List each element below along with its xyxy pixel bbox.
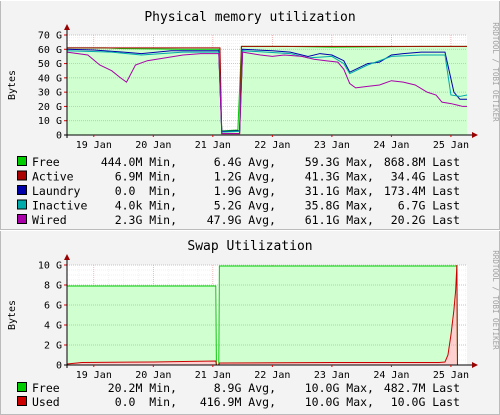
legend-min: 2.3G Min,	[115, 213, 177, 227]
legend-name-free: Free	[32, 155, 60, 169]
legend-avg: 6.4G Avg,	[214, 155, 276, 169]
legend-name-used: Used	[32, 395, 60, 409]
y-tick-label: 6 G	[44, 301, 62, 312]
series-line-free	[67, 45, 467, 132]
y-tick-label: 30 G	[38, 88, 62, 99]
x-tick-label: 25 Jan	[433, 140, 469, 151]
x-tick-label: 23 Jan	[314, 140, 350, 151]
legend-min: 6.9M Min,	[115, 170, 177, 184]
rrdtool-credit: RRDTOOL / TOBI OETIKER	[491, 22, 500, 122]
legend-avg: 8.9G Avg,	[214, 381, 276, 395]
legend-swatch-free	[17, 156, 27, 166]
y-tick-label: 50 G	[38, 59, 62, 70]
y-tick-label: 60 G	[38, 45, 62, 56]
y-tick-label: 20 G	[38, 102, 62, 113]
legend-max: 41.3G Max,	[305, 170, 374, 184]
x-tick-label: 23 Jan	[314, 370, 350, 381]
legend-last: 10.0G Last	[391, 395, 460, 409]
y-tick-label: 8 G	[44, 281, 62, 292]
legend-swatch-wired	[17, 214, 27, 224]
legend-avg: 1.2G Avg,	[214, 170, 276, 184]
series-area-free	[67, 46, 467, 135]
legend-last: 20.2G Last	[391, 213, 460, 227]
series-line-wired	[66, 51, 467, 135]
legend-min: 0.0 Min,	[115, 184, 177, 198]
x-tick-label: 20 Jan	[135, 140, 171, 151]
x-tick-label: 20 Jan	[135, 370, 171, 381]
legend-swatch-active	[17, 170, 27, 181]
x-tick-label: 22 Jan	[254, 140, 290, 151]
y-tick-label: 0	[56, 361, 62, 372]
y-tick-label: 0	[56, 131, 62, 142]
legend-max: 10.0G Max,	[305, 381, 374, 395]
y-tick-label: 4 G	[44, 321, 62, 332]
legend-max: 61.1G Max,	[305, 213, 374, 227]
y-axis-arrow	[64, 254, 70, 260]
x-tick-label: 22 Jan	[254, 370, 290, 381]
series-line-inactive	[66, 50, 468, 133]
memory-chart: Physical memory utilization RRDTOOL / TOB…	[0, 0, 500, 230]
legend-swatch-free	[17, 382, 27, 392]
legend-name-inactive: Inactive	[32, 199, 87, 213]
legend-last: 173.4M Last	[384, 184, 460, 198]
y-tick-label: 10 G	[38, 116, 62, 127]
legend-last: 482.7M Last	[384, 381, 460, 395]
legend-swatch-laundry	[17, 185, 27, 195]
legend-avg: 5.2G Avg,	[214, 199, 276, 213]
legend-swatch-inactive	[17, 199, 27, 210]
chart-title: Swap Utilization	[187, 239, 312, 254]
swap-chart-panel: Swap Utilization RRDTOOL / TOBI OETIKER 0 2…	[0, 230, 500, 415]
legend-min: 20.2M Min,	[108, 381, 177, 395]
x-tick-label: 19 Jan	[76, 140, 112, 151]
memory-chart-panel: Physical memory utilization RRDTOOL / TOB…	[0, 0, 500, 230]
x-tick-label: 24 Jan	[373, 140, 409, 151]
rrdtool-credit: RRDTOOL / TOBI OETIKER	[491, 250, 500, 350]
legend-min: 4.0k Min,	[115, 199, 177, 213]
chart-title: Physical memory utilization	[144, 10, 355, 25]
legend-avg: 1.9G Avg,	[214, 184, 276, 198]
legend-last: 6.7G Last	[398, 199, 460, 213]
legend-min: 0.0 Min,	[115, 395, 177, 409]
legend-avg: 47.9G Avg,	[207, 213, 276, 227]
x-tick-label: 24 Jan	[373, 370, 409, 381]
y-tick-label: 40 G	[38, 73, 62, 84]
series-line-used	[66, 264, 467, 366]
legend-name-laundry: Laundry	[32, 184, 81, 198]
x-tick-label: 21 Jan	[195, 370, 231, 381]
x-axis-arrow	[472, 132, 478, 138]
y-tick-label: 10 G	[38, 261, 62, 272]
series-area-free	[67, 266, 467, 365]
y-axis-label: Bytes	[7, 300, 18, 330]
legend-min: 444.0M Min,	[101, 155, 177, 169]
legend-name-free: Free	[32, 381, 60, 395]
legend-max: 10.0G Max,	[305, 395, 374, 409]
legend-max: 59.3G Max,	[305, 155, 374, 169]
legend-last: 34.4G Last	[391, 170, 460, 184]
legend-swatch-used	[17, 396, 27, 406]
legend-last: 868.8M Last	[384, 155, 460, 169]
legend-max: 35.8G Max,	[305, 199, 374, 213]
x-axis-arrow	[472, 362, 478, 368]
x-tick-label: 25 Jan	[433, 370, 469, 381]
y-axis-label: Bytes	[7, 70, 18, 100]
legend-name-active: Active	[32, 170, 74, 184]
y-axis-arrow	[64, 24, 70, 30]
y-tick-label: 70 G	[38, 31, 62, 42]
y-tick-label: 2 G	[44, 341, 62, 352]
series-line-laundry	[66, 48, 467, 132]
swap-chart: Swap Utilization RRDTOOL / TOBI OETIKER 0 2…	[0, 230, 500, 415]
legend-name-wired: Wired	[32, 213, 67, 227]
legend-avg: 416.9M Avg,	[200, 395, 276, 409]
x-tick-label: 21 Jan	[195, 140, 231, 151]
x-tick-label: 19 Jan	[76, 370, 112, 381]
legend-max: 31.1G Max,	[305, 184, 374, 198]
